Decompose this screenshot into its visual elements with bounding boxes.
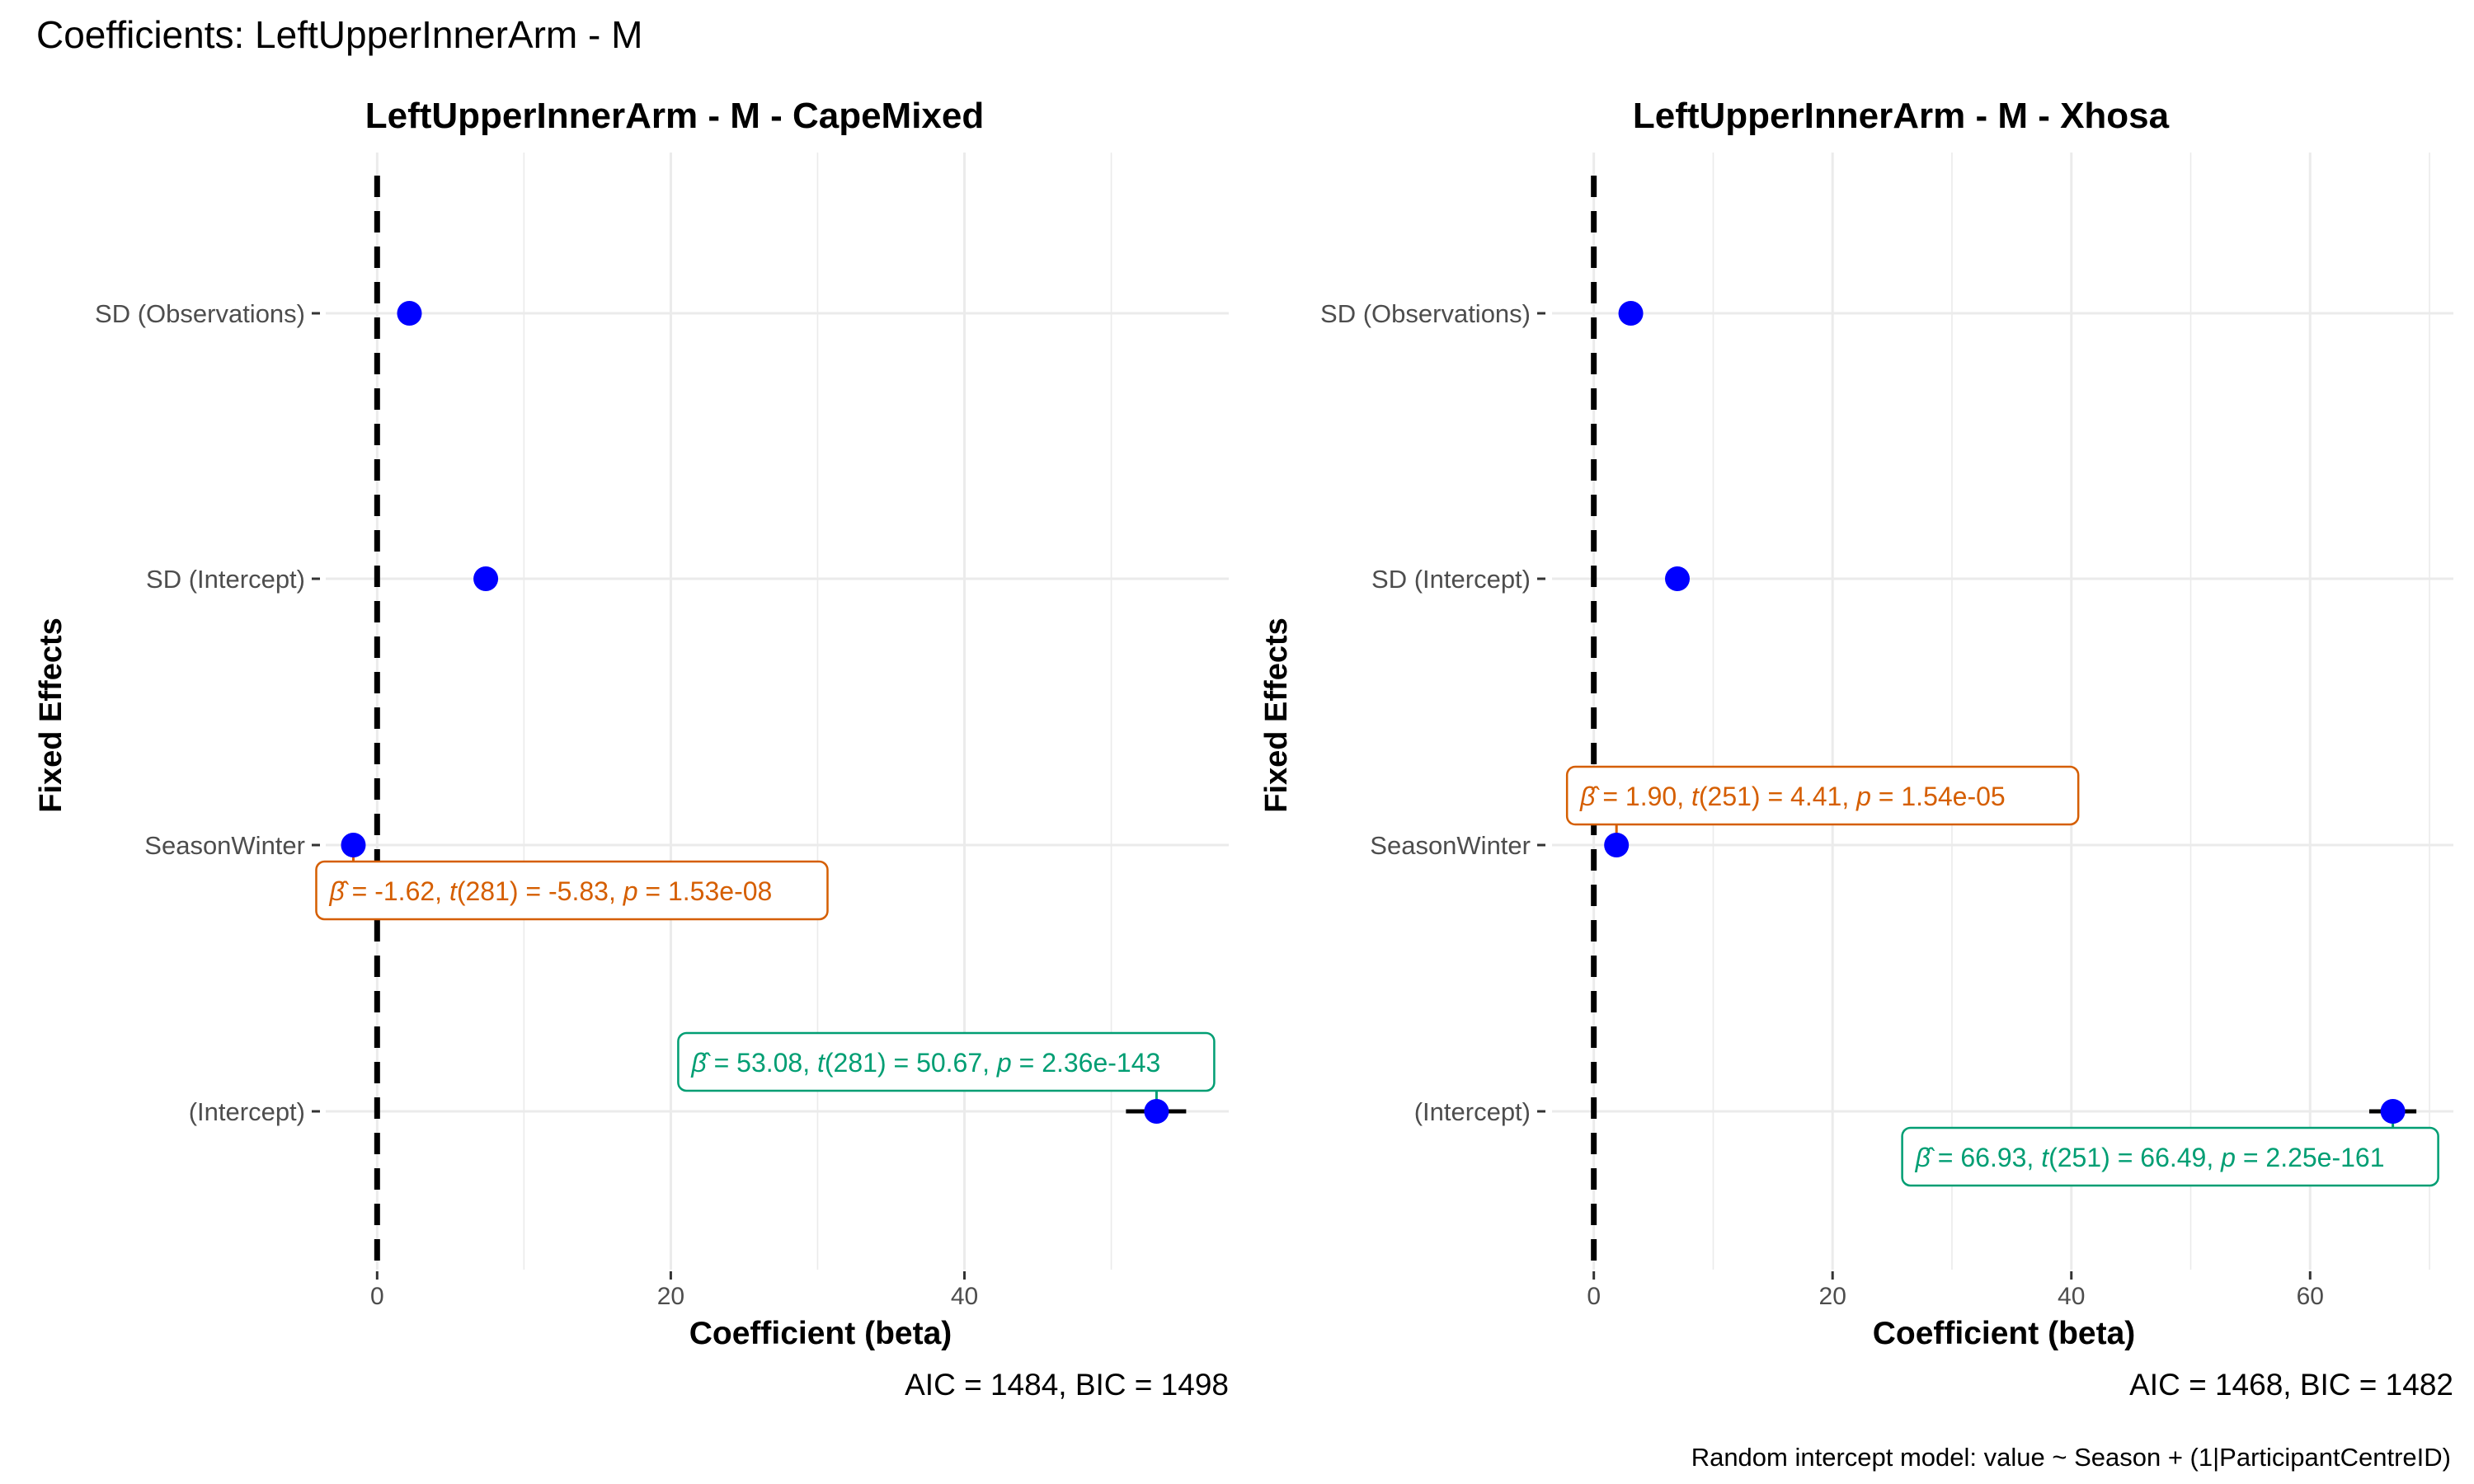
y-tick-label: SeasonWinter [144, 831, 305, 860]
estimate-label: β̂ = 1.90, t(251) = 4.41, p = 1.54e-05 [1579, 782, 2006, 811]
y-axis-label: Fixed Effects [34, 618, 68, 813]
y-tick-label: SD (Observations) [95, 299, 305, 328]
coefficient-point [341, 833, 366, 857]
x-axis-label: Coefficient (beta) [689, 1316, 952, 1351]
model-caption: Random intercept model: value ~ Season +… [1691, 1443, 2451, 1472]
coefficient-point [397, 301, 422, 326]
estimate-label: β̂ = 53.08, t(281) = 50.67, p = 2.36e-14… [690, 1048, 1160, 1078]
x-tick-label: 20 [1819, 1283, 1846, 1310]
x-tick-label: 40 [951, 1283, 978, 1310]
x-tick-label: 0 [1587, 1283, 1601, 1310]
estimate-label-box [315, 860, 829, 921]
y-tick-label: (Intercept) [189, 1097, 305, 1126]
panels: LeftUpperInnerArm - M - CapeMixed Fixed E… [34, 96, 2453, 1402]
fit-statistics: AIC = 1468, BIC = 1482 [2129, 1368, 2453, 1402]
coefficient-point [473, 566, 499, 591]
y-tick-label: SD (Intercept) [1371, 565, 1531, 594]
coefficient-point [1665, 566, 1691, 591]
estimate-label: β̂ = 66.93, t(251) = 66.49, p = 2.25e-16… [1915, 1143, 2385, 1172]
x-tick-label: 0 [370, 1283, 384, 1310]
chart-panel-1: LeftUpperInnerArm - M - CapeMixed Fixed E… [34, 96, 1229, 1402]
y-axis-label: Fixed Effects [1259, 618, 1294, 813]
x-tick-label: 20 [657, 1283, 684, 1310]
chart-panel-2: LeftUpperInnerArm - M - Xhosa Fixed Effec… [1259, 96, 2453, 1402]
y-tick-label: SeasonWinter [1370, 831, 1531, 860]
coefficient-point [1604, 833, 1630, 857]
x-tick-label: 60 [2297, 1283, 2324, 1310]
panel-title: LeftUpperInnerArm - M - CapeMixed [365, 96, 985, 136]
coefficient-point [1144, 1099, 1169, 1124]
estimate-label-box [1901, 1126, 2439, 1187]
coefficient-point [1618, 301, 1644, 326]
estimate-label: β̂ = -1.62, t(281) = -5.83, p = 1.53e-08 [328, 876, 772, 906]
y-tick-label: (Intercept) [1414, 1097, 1531, 1126]
y-tick-label: SD (Observations) [1320, 299, 1531, 328]
x-tick-label: 40 [2058, 1283, 2085, 1310]
coefficient-point [2380, 1099, 2406, 1124]
fit-statistics: AIC = 1484, BIC = 1498 [905, 1368, 1229, 1402]
x-axis-label: Coefficient (beta) [1873, 1316, 2136, 1351]
panel-title: LeftUpperInnerArm - M - Xhosa [1633, 96, 2170, 136]
estimate-label-box [677, 1031, 1216, 1092]
figure-title: Coefficients: LeftUpperInnerArm - M [36, 13, 642, 56]
y-tick-label: SD (Intercept) [146, 565, 305, 594]
estimate-label-box [1565, 765, 2080, 826]
